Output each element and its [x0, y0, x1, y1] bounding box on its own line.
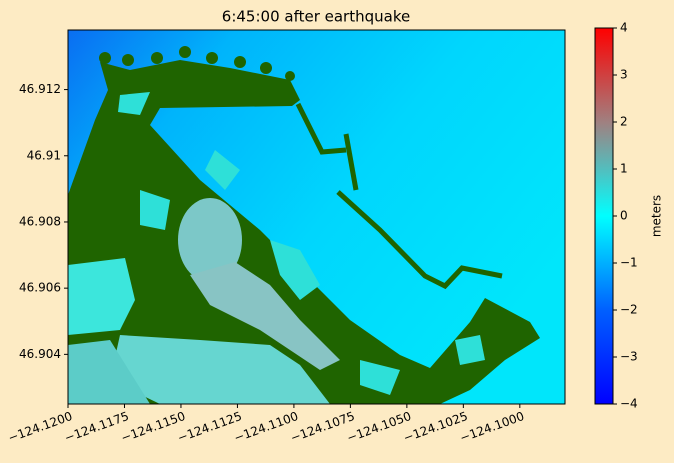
x-tick-label: −124.1025: [402, 409, 470, 445]
x-tick-label: −124.1050: [345, 409, 413, 445]
x-tick-label: −124.1200: [6, 409, 74, 445]
colorbar-tick-label: −2: [620, 303, 638, 317]
y-tick-label: 46.908: [19, 214, 61, 228]
colorbar-tick-label: 0: [620, 209, 628, 223]
x-tick-label: −124.1125: [176, 409, 244, 445]
colorbar-label: meters: [650, 195, 664, 237]
plot-frame: [67, 29, 566, 405]
x-tick-label: −124.1000: [458, 409, 526, 445]
colorbar-tick-label: 3: [620, 68, 628, 82]
colorbar-tick-label: 1: [620, 162, 628, 176]
jetties: [295, 102, 503, 290]
y-tick-label: 46.91: [27, 148, 61, 162]
y-tick-label: 46.904: [19, 347, 61, 361]
land-scallops: [99, 46, 295, 81]
y-tick-label: 46.906: [19, 281, 61, 295]
x-tick-label: −124.1075: [289, 409, 357, 445]
colorbar-tick-label: −4: [620, 397, 638, 411]
x-tick-label: −124.1175: [63, 409, 131, 445]
flooded-areas: [68, 92, 485, 404]
x-tick-label: −124.1100: [232, 409, 300, 445]
colorbar-tick-label: −1: [620, 256, 638, 270]
land: [68, 60, 540, 404]
map-field: [68, 30, 565, 404]
colorbar-tick-label: −3: [620, 350, 638, 364]
colorbar-tick-label: 4: [620, 21, 628, 35]
chart-title: 6:45:00 after earthquake: [222, 8, 410, 26]
colorbar-tick-label: 2: [620, 115, 628, 129]
colorbar: [594, 27, 614, 405]
x-tick-label: −124.1150: [119, 409, 187, 445]
y-tick-label: 46.912: [19, 82, 61, 96]
